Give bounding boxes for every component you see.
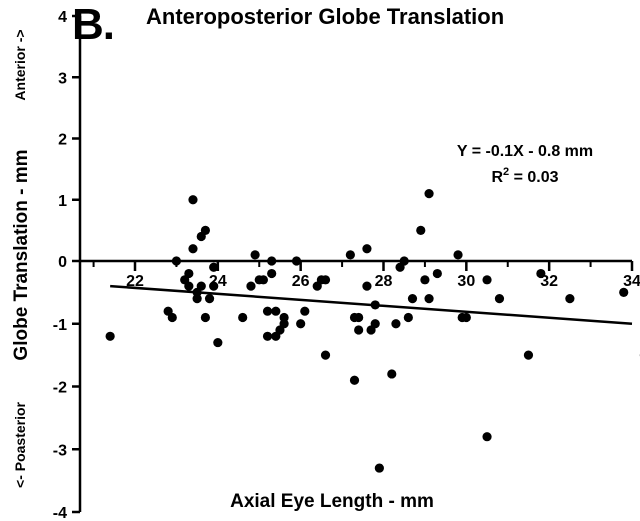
data-point [424,189,434,199]
data-point [494,294,505,304]
data-point [262,306,273,316]
data-point [482,432,492,442]
data-point [391,319,401,329]
data-point [370,319,380,329]
x-tick-label: 34 [623,273,640,290]
y-tick-label: 3 [58,70,67,87]
data-point [267,256,277,266]
data-point [407,294,418,304]
r-squared-superscript: 2 [503,166,509,178]
y-tick-label: -1 [53,317,67,334]
data-point [453,250,463,260]
data-point [105,331,115,341]
data-point [167,312,177,323]
anterior-label: Anterior -> [12,29,28,100]
data-point [238,312,248,323]
data-point [536,268,546,279]
data-point [374,463,384,473]
y-tick-label: 0 [58,254,67,271]
y-tick-label: 2 [58,132,67,149]
y-axis-title: Globe Translation - mm [11,149,32,360]
data-point [209,262,219,272]
data-point [267,268,277,279]
data-point [258,275,268,285]
data-point [416,225,426,235]
data-point [192,294,202,304]
data-point [565,294,575,304]
labels: Axial Eye Length - mm Globe Translation … [11,29,593,512]
data-point [424,294,434,304]
x-tick-label: 30 [457,273,475,290]
data-point [432,268,442,279]
data-point [320,350,331,360]
data-point [204,294,215,304]
data-point [482,275,492,285]
data-point [354,312,364,323]
data-point [403,312,413,323]
data-point [188,244,198,254]
data-point [262,331,273,341]
fit-equation: Y = -0.1X - 0.8 mm [457,143,593,160]
data-point [387,369,397,379]
y-tick-label: 4 [58,9,67,26]
posterior-label: <- Poasterior [12,401,28,488]
data-point [320,275,331,285]
data-point [279,319,289,329]
y-tick-label: -4 [53,505,67,521]
data-point [362,281,372,291]
data-point [196,281,206,291]
r-squared-value: = 0.03 [509,169,558,186]
x-tick-label: 26 [292,273,310,290]
fit-line-group [110,284,633,325]
r-squared: R2 = 0.03 [491,166,558,186]
data-point [246,281,256,291]
data-point [200,312,211,323]
data-point [461,312,471,323]
data-points [105,189,640,473]
x-tick-label: 28 [375,273,393,290]
data-point [296,319,306,329]
data-point [349,375,360,385]
data-point [345,250,355,260]
data-point [399,256,409,266]
data-point [171,256,182,266]
regression-line [110,284,633,325]
r-squared-prefix: R [491,169,503,186]
data-point [291,256,302,266]
y-tick-label: 1 [58,193,67,210]
data-point [619,287,629,297]
chart-title: Anteroposterior Globe Translation [146,4,505,29]
x-axis-title: Axial Eye Length - mm [230,491,434,512]
data-point [354,325,364,335]
data-point [200,225,211,235]
data-point [188,195,198,205]
data-point [271,306,281,316]
y-tick-label: -3 [53,442,67,459]
x-tick-label: 22 [126,273,144,290]
data-point [209,281,219,291]
data-point [250,250,260,260]
data-point [362,244,372,254]
y-tick-label: -2 [53,380,67,397]
data-point [300,306,310,316]
data-point [184,268,194,279]
data-point [420,275,430,285]
x-tick-label: 32 [540,273,558,290]
data-point [184,281,194,291]
data-point [213,337,223,348]
data-point [523,350,534,360]
